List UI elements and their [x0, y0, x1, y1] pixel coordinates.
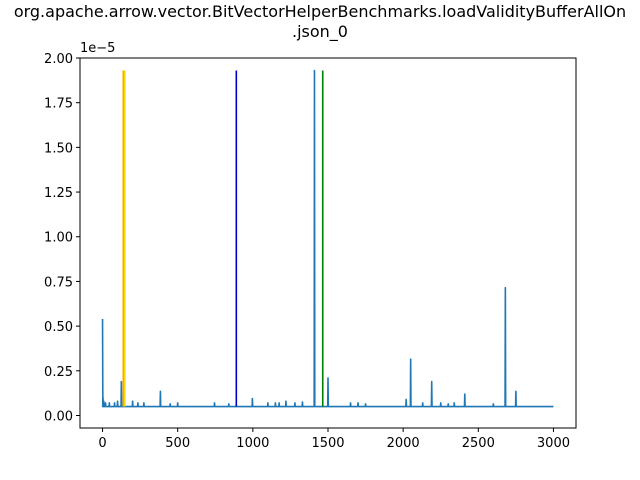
data-point-0-35 [454, 402, 455, 403]
data-point-0-14 [177, 402, 178, 403]
y-tick-label-4: 1.00 [44, 231, 73, 246]
data-point-0-6 [117, 401, 118, 402]
data-point-0-9 [132, 401, 133, 402]
x-tick-label-5: 2500 [462, 436, 495, 451]
chart-title-line-1: org.apache.arrow.vector.BitVectorHelperB… [14, 2, 626, 21]
y-tick-label-1: 0.25 [44, 365, 73, 380]
chart-title-line-2: .json_0 [292, 22, 348, 42]
data-point-0-3 [105, 402, 106, 403]
data-point-0-1 [102, 397, 103, 398]
y-offset-text: 1e−5 [80, 41, 115, 56]
data-point-0-31 [422, 402, 423, 403]
data-point-0-15 [214, 402, 215, 403]
data-point-0-26 [350, 402, 351, 403]
data-point-0-36 [464, 394, 465, 395]
plot-area [101, 69, 554, 408]
data-point-0-38 [505, 287, 506, 288]
y-tick-label-3: 0.75 [44, 275, 73, 290]
data-point-0-12 [160, 391, 161, 392]
data-point-0-0 [102, 318, 103, 319]
data-point-0-11 [143, 402, 144, 403]
data-point-0-32 [431, 381, 432, 382]
data-point-0-20 [279, 402, 280, 403]
data-point-0-23 [302, 402, 303, 403]
x-tick-label-2: 1000 [236, 436, 269, 451]
x-tick-label-0: 0 [98, 436, 106, 451]
y-axis: 0.00 0.25 0.50 0.75 1.00 1.25 1.50 1.75 2.00 [44, 52, 80, 424]
data-point-0-37 [493, 403, 494, 404]
data-point-0-18 [267, 402, 268, 403]
data-point-0-10 [137, 402, 138, 403]
x-axis: 0 500 1000 1500 2000 2500 3000 [98, 428, 570, 451]
data-point-0-39 [515, 391, 516, 392]
data-point-0-33 [440, 402, 441, 403]
data-point-0-29 [406, 399, 407, 400]
x-tick-label-4: 2000 [387, 436, 420, 451]
x-tick-label-1: 500 [165, 436, 190, 451]
data-point-0-7 [121, 381, 122, 382]
axes-frame [79, 57, 577, 429]
data-point-0-21 [285, 401, 286, 402]
y-tick-label-8: 2.00 [44, 52, 73, 67]
y-tick-label-0: 0.00 [44, 409, 73, 424]
y-tick-label-6: 1.50 [44, 141, 73, 156]
y-tick-label-5: 1.25 [44, 186, 73, 201]
data-point-0-13 [170, 403, 171, 404]
series-line-0 [101, 69, 554, 408]
x-tick-label-3: 1500 [311, 436, 344, 451]
data-point-0-17 [252, 398, 253, 399]
data-point-0-19 [275, 402, 276, 403]
data-point-0-30 [410, 359, 411, 360]
data-point-0-16 [228, 403, 229, 404]
y-tick-label-2: 0.50 [44, 320, 73, 335]
data-point-0-27 [358, 402, 359, 403]
data-point-0-22 [294, 402, 295, 403]
data-point-0-4 [109, 402, 110, 403]
x-tick-label-6: 3000 [537, 436, 570, 451]
data-point-0-34 [448, 403, 449, 404]
data-point-0-25 [328, 377, 329, 378]
data-point-0-24 [314, 70, 315, 71]
data-point-0-5 [114, 402, 115, 403]
y-tick-label-7: 1.75 [44, 97, 73, 112]
data-point-0-2 [103, 401, 104, 402]
data-point-0-28 [365, 403, 366, 404]
